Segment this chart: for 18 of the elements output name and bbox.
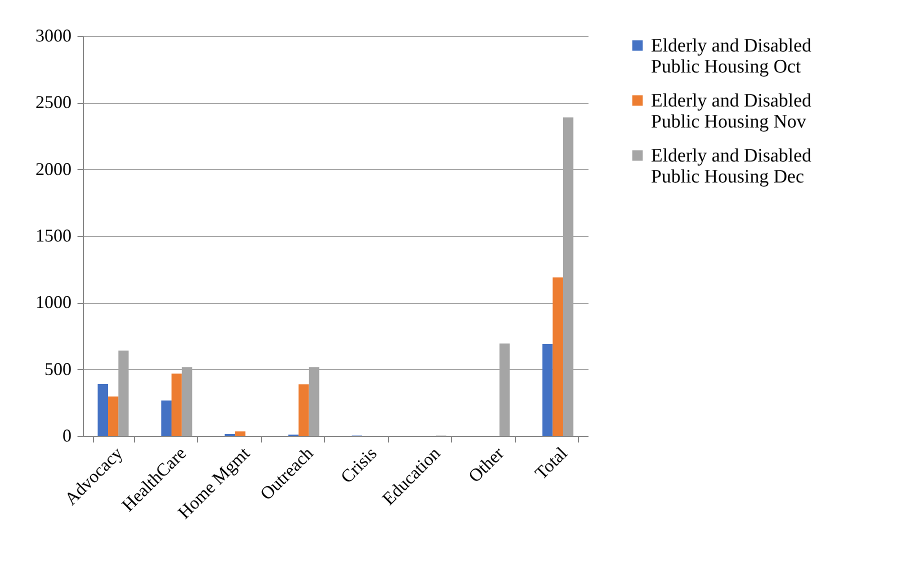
y-tick-label: 500 [44, 358, 72, 379]
bar [98, 384, 108, 436]
bar [161, 400, 172, 436]
y-tick-label: 2500 [36, 92, 72, 112]
y-tick-label: 2000 [36, 158, 72, 179]
bar [108, 396, 118, 436]
y-tick-label: 1500 [36, 226, 72, 246]
legend-label: Elderly and Disabled Public Housing Nov [651, 90, 812, 132]
y-tick-label: 0 [62, 426, 72, 446]
legend-label: Elderly and Disabled Public Housing Dec [651, 146, 812, 188]
bar [298, 384, 309, 436]
bar [235, 431, 246, 436]
bar [552, 277, 563, 436]
y-tick-label: 3000 [36, 26, 72, 46]
bar [172, 374, 182, 436]
bar [542, 344, 553, 436]
legend-label: Elderly and Disabled Public Housing Oct [651, 36, 812, 78]
y-tick-label: 1000 [36, 292, 72, 312]
